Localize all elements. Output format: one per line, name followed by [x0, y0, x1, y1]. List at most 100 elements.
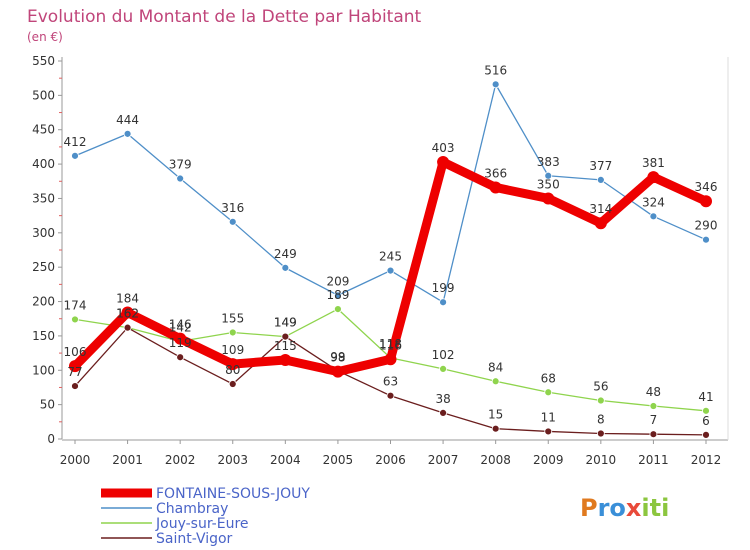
x-tick-label: 2002 — [165, 453, 196, 467]
chart-title: Evolution du Montant de la Dette par Hab… — [27, 7, 422, 27]
data-label: 115 — [274, 339, 297, 353]
data-point — [544, 388, 553, 397]
y-tick-label: 500 — [32, 88, 55, 102]
data-point — [489, 181, 502, 194]
data-point — [386, 391, 395, 400]
data-label: 209 — [326, 274, 349, 288]
data-label: 56 — [593, 380, 608, 394]
legend-label: FONTAINE-SOUS-JOUY — [156, 486, 310, 502]
data-point — [439, 408, 447, 417]
data-point — [334, 291, 342, 300]
data-point — [702, 235, 710, 244]
data-point — [439, 364, 447, 373]
y-tick-label: 150 — [32, 329, 55, 343]
data-point — [384, 353, 397, 366]
data-point — [702, 430, 710, 439]
data-label: 6 — [702, 414, 710, 428]
y-tick-label: 350 — [32, 191, 55, 205]
y-tick-label: 100 — [32, 363, 55, 377]
data-point — [176, 174, 185, 183]
y-tick-label: 300 — [32, 226, 55, 240]
data-point — [331, 365, 344, 378]
proxiti-logo: Proxiti — [580, 494, 669, 522]
data-point — [228, 217, 237, 226]
data-label: 149 — [274, 316, 297, 330]
data-label: 109 — [221, 343, 244, 357]
x-tick-label: 2010 — [586, 453, 617, 467]
y-tick-label: 450 — [32, 123, 55, 137]
data-label: 41 — [698, 390, 713, 404]
data-point — [281, 263, 290, 272]
legend-label: Jouy-sur-Eure — [155, 516, 249, 532]
series-layer — [69, 80, 712, 439]
data-label: 245 — [379, 250, 402, 264]
data-point — [123, 323, 132, 332]
data-point — [491, 377, 500, 386]
data-label: 149 — [274, 316, 297, 330]
x-tick-label: 2007 — [428, 453, 459, 467]
data-point — [69, 360, 81, 373]
data-label: 377 — [589, 159, 612, 173]
data-label: 119 — [169, 336, 192, 350]
x-tick-label: 2005 — [323, 453, 354, 467]
data-label: 80 — [225, 363, 240, 377]
data-point — [596, 175, 605, 184]
data-label: 383 — [537, 155, 560, 169]
data-point — [386, 266, 395, 275]
data-label: 379 — [169, 158, 192, 172]
data-point — [649, 402, 658, 410]
axes-group: 0 50 100 150 200 250 300 350 400 450 500 550 2000 200… — [32, 54, 729, 467]
data-point — [71, 151, 79, 160]
data-point — [544, 427, 553, 436]
data-label: 8 — [597, 413, 605, 427]
data-point — [176, 353, 185, 362]
data-point — [121, 306, 134, 319]
data-label: 116 — [379, 338, 402, 352]
data-label: 68 — [541, 371, 556, 385]
x-tick-label: 2003 — [217, 453, 248, 467]
y-tick-label: 550 — [32, 54, 55, 68]
data-point — [334, 305, 342, 314]
data-label: 199 — [432, 281, 455, 295]
data-label: 98 — [330, 351, 345, 365]
data-point — [281, 332, 290, 341]
data-point — [596, 396, 605, 405]
data-point — [544, 171, 553, 180]
data-label: 516 — [484, 63, 507, 77]
data-label: 146 — [169, 318, 192, 332]
data-point — [71, 382, 79, 390]
y-tick-label: 250 — [32, 260, 55, 274]
data-label: 189 — [326, 288, 349, 302]
data-label: 38 — [435, 392, 450, 406]
y-tick-label: 400 — [32, 157, 55, 171]
data-label: 84 — [488, 360, 503, 374]
data-point — [228, 328, 237, 337]
data-point — [123, 129, 132, 138]
data-label: 249 — [274, 247, 297, 261]
data-label: 48 — [646, 385, 661, 399]
data-point — [174, 332, 187, 345]
data-point — [647, 171, 660, 184]
x-tick-label: 2009 — [533, 453, 564, 467]
data-point — [700, 195, 712, 208]
data-label: 162 — [116, 307, 139, 321]
data-label: 366 — [484, 166, 507, 180]
data-point — [649, 430, 658, 439]
x-tick-label: 2000 — [60, 453, 91, 467]
data-point — [594, 217, 607, 230]
data-label: 290 — [695, 219, 718, 233]
data-label: 412 — [64, 135, 87, 149]
data-labels-layer: 412 444 379 316 249 209 245 199 516 383 377 324 290 1… — [64, 63, 718, 428]
legend-label: Chambray — [156, 501, 228, 517]
data-point — [542, 192, 555, 205]
legend-label: Saint-Vigor — [156, 531, 233, 547]
data-label: 324 — [642, 195, 665, 209]
data-label: 444 — [116, 113, 139, 127]
data-label: 184 — [116, 292, 139, 306]
x-tick-label: 2004 — [270, 453, 301, 467]
data-point — [439, 298, 447, 307]
data-point — [649, 212, 658, 221]
x-tick-label: 2006 — [375, 453, 406, 467]
data-label: 106 — [64, 345, 87, 359]
